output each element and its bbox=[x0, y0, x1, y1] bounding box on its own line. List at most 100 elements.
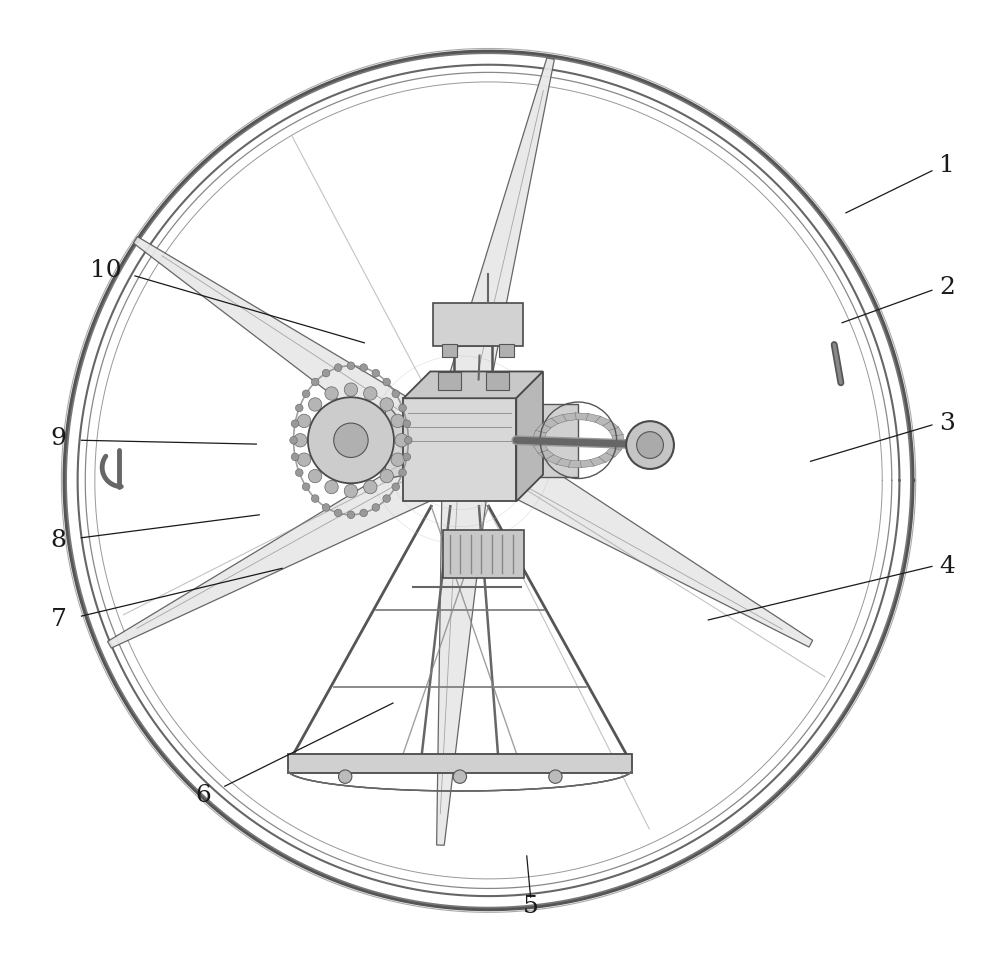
Text: 8: 8 bbox=[51, 529, 66, 552]
Circle shape bbox=[311, 378, 319, 386]
Circle shape bbox=[290, 436, 297, 444]
Polygon shape bbox=[581, 459, 595, 468]
Circle shape bbox=[334, 364, 342, 371]
Circle shape bbox=[308, 469, 322, 482]
Polygon shape bbox=[437, 449, 492, 845]
Polygon shape bbox=[608, 427, 623, 436]
Circle shape bbox=[334, 509, 342, 517]
Bar bbox=[438, 372, 461, 389]
Polygon shape bbox=[590, 456, 606, 466]
Bar bbox=[443, 530, 524, 578]
Text: 6: 6 bbox=[196, 785, 212, 808]
Circle shape bbox=[347, 362, 355, 369]
Circle shape bbox=[308, 398, 322, 412]
Circle shape bbox=[399, 404, 406, 412]
Circle shape bbox=[344, 484, 358, 498]
Circle shape bbox=[395, 434, 408, 447]
Bar bbox=[516, 404, 578, 477]
Circle shape bbox=[294, 434, 307, 447]
Circle shape bbox=[347, 511, 355, 519]
Polygon shape bbox=[556, 458, 571, 467]
Polygon shape bbox=[612, 434, 624, 442]
Circle shape bbox=[392, 483, 400, 491]
Bar bbox=[442, 344, 457, 357]
Text: 10: 10 bbox=[90, 258, 122, 281]
Circle shape bbox=[403, 453, 411, 460]
Circle shape bbox=[308, 397, 394, 483]
Polygon shape bbox=[595, 416, 611, 426]
Circle shape bbox=[453, 770, 467, 784]
Polygon shape bbox=[538, 450, 554, 460]
Text: 7: 7 bbox=[51, 609, 66, 632]
Polygon shape bbox=[610, 441, 624, 450]
Text: 5: 5 bbox=[523, 895, 539, 918]
Circle shape bbox=[291, 420, 299, 428]
Circle shape bbox=[344, 383, 358, 396]
Polygon shape bbox=[133, 236, 470, 478]
Circle shape bbox=[404, 436, 412, 444]
Circle shape bbox=[291, 453, 299, 460]
Circle shape bbox=[637, 432, 663, 458]
Circle shape bbox=[392, 390, 400, 397]
Circle shape bbox=[626, 421, 674, 469]
Circle shape bbox=[391, 453, 404, 466]
Circle shape bbox=[391, 414, 404, 428]
Circle shape bbox=[360, 364, 368, 371]
Polygon shape bbox=[428, 57, 554, 454]
Circle shape bbox=[339, 770, 352, 784]
Polygon shape bbox=[533, 444, 548, 454]
Text: 1: 1 bbox=[939, 153, 955, 176]
Circle shape bbox=[297, 453, 311, 466]
Text: 2: 2 bbox=[939, 276, 955, 299]
Polygon shape bbox=[541, 418, 558, 428]
Polygon shape bbox=[568, 460, 582, 468]
Text: 4: 4 bbox=[939, 555, 955, 578]
Circle shape bbox=[322, 503, 330, 511]
Circle shape bbox=[399, 469, 406, 477]
Circle shape bbox=[297, 414, 311, 428]
Circle shape bbox=[311, 495, 319, 502]
Bar bbox=[499, 344, 514, 357]
Circle shape bbox=[322, 369, 330, 377]
Text: 9: 9 bbox=[51, 427, 66, 450]
Polygon shape bbox=[535, 424, 551, 434]
Polygon shape bbox=[562, 412, 576, 421]
Circle shape bbox=[403, 420, 411, 428]
Polygon shape bbox=[575, 412, 588, 420]
Polygon shape bbox=[602, 421, 619, 431]
Polygon shape bbox=[385, 402, 403, 478]
Circle shape bbox=[549, 770, 562, 784]
Circle shape bbox=[380, 469, 393, 482]
Circle shape bbox=[364, 387, 377, 400]
Circle shape bbox=[372, 369, 380, 377]
Polygon shape bbox=[606, 447, 621, 456]
Polygon shape bbox=[451, 420, 813, 647]
Circle shape bbox=[360, 509, 368, 517]
Circle shape bbox=[295, 469, 303, 477]
Bar bbox=[486, 372, 509, 389]
Bar bbox=[288, 754, 632, 773]
Circle shape bbox=[325, 480, 338, 494]
Circle shape bbox=[372, 503, 380, 511]
Polygon shape bbox=[516, 371, 543, 501]
Circle shape bbox=[302, 390, 310, 397]
Circle shape bbox=[295, 404, 303, 412]
Polygon shape bbox=[108, 434, 477, 648]
Polygon shape bbox=[403, 398, 516, 501]
Polygon shape bbox=[551, 414, 567, 424]
Polygon shape bbox=[546, 455, 562, 464]
Circle shape bbox=[383, 378, 390, 386]
Circle shape bbox=[334, 423, 368, 457]
Polygon shape bbox=[599, 453, 615, 462]
Polygon shape bbox=[585, 413, 601, 422]
Polygon shape bbox=[403, 371, 543, 398]
Text: 3: 3 bbox=[939, 412, 955, 434]
Polygon shape bbox=[533, 431, 546, 439]
Circle shape bbox=[383, 495, 390, 502]
Circle shape bbox=[325, 387, 338, 400]
Circle shape bbox=[380, 398, 393, 412]
Circle shape bbox=[364, 480, 377, 494]
Bar bbox=[433, 302, 523, 345]
Polygon shape bbox=[533, 438, 545, 446]
Circle shape bbox=[302, 483, 310, 491]
